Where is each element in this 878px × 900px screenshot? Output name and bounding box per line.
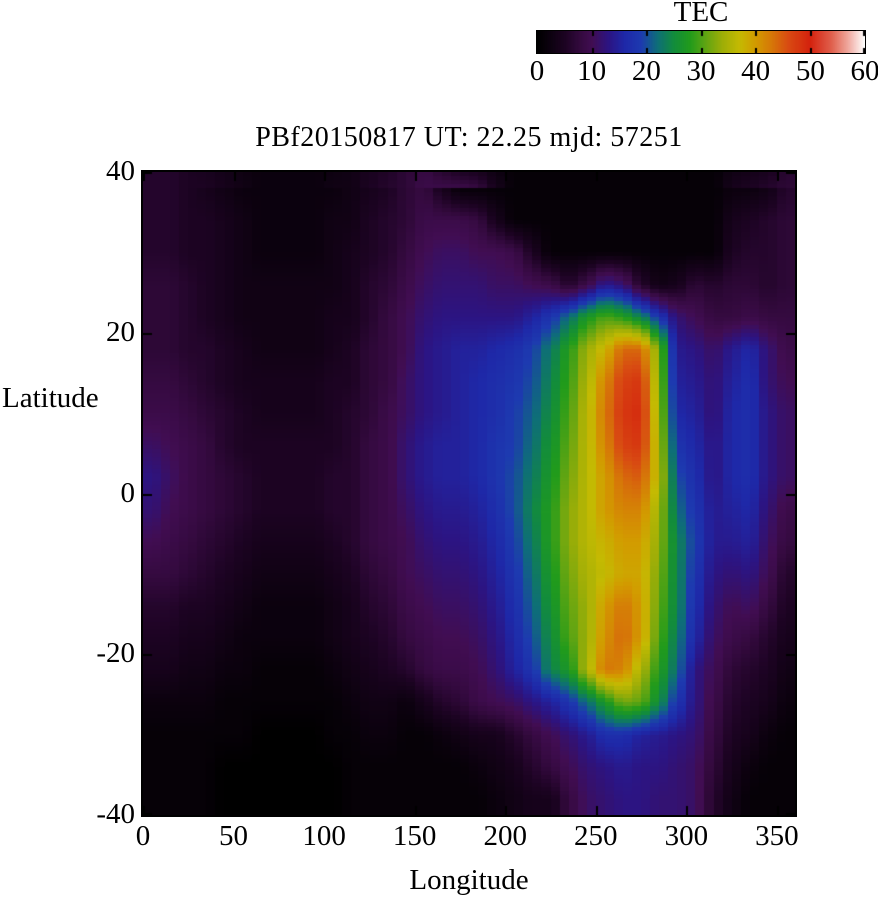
colorbar-tick-label: 30 xyxy=(686,55,716,87)
y-axis-label: Latitude xyxy=(2,382,99,414)
colorbar-gradient-canvas xyxy=(537,31,865,53)
x-tick-label: 250 xyxy=(574,820,618,852)
x-tick-label: 50 xyxy=(219,820,249,852)
x-tick-label: 150 xyxy=(392,820,437,852)
x-tick-label: 350 xyxy=(755,820,799,852)
y-tick-label: 40 xyxy=(106,154,135,187)
heatmap-plot-area xyxy=(141,170,797,817)
x-axis-tick-labels: 0 50 100 150 200 250 300 350 xyxy=(136,820,799,856)
colorbar-tick-label: 10 xyxy=(577,55,607,87)
colorbar-tick-labels: 0 10 20 30 40 50 60 xyxy=(530,55,878,89)
x-tick-label: 200 xyxy=(483,820,527,852)
plot-title: PBf20150817 UT: 22.25 mjd: 57251 xyxy=(255,122,683,153)
x-tick-label: 0 xyxy=(135,820,151,852)
colorbar-tick-label: 50 xyxy=(795,55,825,87)
x-tick-label: 300 xyxy=(664,820,709,852)
colorbar-tick-label: 0 xyxy=(529,55,545,87)
colorbar-tick-label: 20 xyxy=(631,55,661,87)
x-tick-label: 100 xyxy=(302,820,346,852)
colorbar-tick-label: 60 xyxy=(850,55,878,87)
colorbar-tick-label: 40 xyxy=(741,55,771,87)
colorbar-title: TEC xyxy=(673,0,729,28)
y-tick-label: -40 xyxy=(96,797,135,830)
colorbar xyxy=(536,30,866,54)
y-axis-tick-labels: 40 20 0 -20 -40 xyxy=(55,155,136,830)
y-tick-label: -20 xyxy=(96,637,135,670)
tec-heatmap-canvas xyxy=(143,172,795,815)
y-tick-label: 0 xyxy=(120,476,136,509)
y-tick-label: 20 xyxy=(106,315,135,348)
x-axis-label: Longitude xyxy=(409,864,529,896)
